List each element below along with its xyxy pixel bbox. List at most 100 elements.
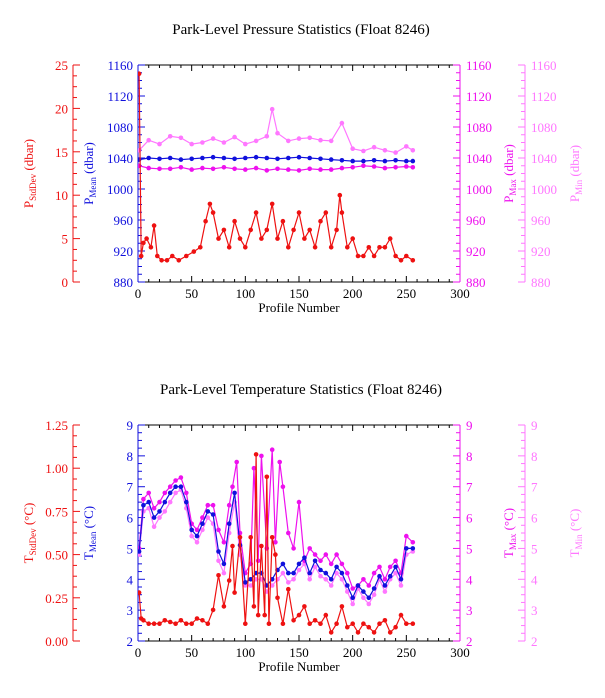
min-point — [167, 499, 173, 505]
min-point — [173, 490, 178, 496]
max-point — [387, 564, 393, 570]
chart-title: Park-Level Pressure Statistics (Float 82… — [172, 22, 429, 38]
max-point — [382, 165, 388, 171]
mean-point — [232, 490, 237, 496]
stddev-point — [248, 535, 253, 540]
chart-title: Park-Level Temperature Statistics (Float… — [160, 382, 442, 398]
stddev-axis-label: TStdDev (°C) — [21, 503, 38, 564]
max-tick-label: 3 — [466, 603, 473, 618]
stddev-point — [382, 618, 388, 623]
stddev-point — [226, 245, 232, 250]
max-point — [216, 527, 221, 533]
min-tick-label: 4 — [531, 572, 538, 587]
max-point — [410, 165, 416, 170]
max-point — [210, 502, 216, 508]
x-tick-label: 100 — [236, 286, 256, 301]
stddev-point — [307, 227, 313, 233]
stddev-point — [216, 236, 221, 241]
max-point — [243, 167, 248, 172]
min-axis-label-main: P — [567, 195, 582, 202]
mean-tick-label: 1120 — [107, 89, 133, 104]
max-point — [230, 484, 235, 490]
stddev-point — [266, 621, 272, 626]
min-point — [339, 577, 345, 582]
mean-axis-label: TMean (°C) — [81, 506, 98, 560]
stddev-point — [255, 612, 261, 618]
stddev-point — [264, 474, 270, 480]
max-point — [286, 530, 291, 536]
max-point — [151, 506, 157, 511]
stddev-point — [148, 245, 154, 250]
max-point — [334, 552, 339, 557]
mean-point — [371, 158, 377, 163]
max-point — [157, 499, 162, 505]
stddev-tick-label: 0.50 — [45, 548, 68, 563]
mean-tick-label: 4 — [127, 572, 134, 587]
stddev-point — [323, 210, 329, 215]
max-point — [146, 490, 151, 496]
stddev-point — [350, 621, 356, 626]
mean-point — [248, 577, 253, 582]
max-point — [221, 165, 227, 170]
mean-point — [232, 156, 237, 162]
mean-point — [286, 570, 291, 576]
mean-point — [382, 583, 388, 588]
mean-point — [286, 155, 291, 161]
min-point — [371, 592, 377, 597]
stddev-point — [296, 210, 302, 215]
min-point — [200, 140, 205, 145]
max-point — [307, 166, 313, 172]
stddev-point — [328, 630, 334, 635]
stddev-point — [170, 253, 175, 259]
min-axis-label: TMin (°C) — [567, 509, 584, 558]
pressure-panel: Park-Level Pressure Statistics (Float 82… — [21, 22, 584, 315]
min-point — [157, 141, 162, 147]
max-point — [141, 496, 146, 502]
stddev-point — [243, 245, 248, 250]
mean-point — [393, 564, 398, 570]
min-tick-label: 960 — [531, 213, 551, 228]
stddev-point — [200, 618, 205, 623]
min-point — [361, 148, 366, 154]
mean-tick-label: 880 — [114, 275, 134, 290]
x-tick-label: 300 — [450, 645, 470, 660]
max-point — [393, 165, 398, 170]
stddev-point — [210, 607, 216, 613]
stddev-point — [382, 245, 388, 250]
mean-point — [361, 589, 366, 594]
mean-point — [350, 158, 356, 164]
stddev-point — [221, 604, 227, 609]
mean-point — [243, 155, 248, 161]
min-point — [318, 137, 323, 143]
mean-point — [307, 570, 313, 576]
max-point — [307, 546, 313, 551]
stddev-axis-label-unit: (dbar) — [21, 139, 36, 174]
max-point — [232, 166, 237, 172]
max-point — [410, 540, 416, 545]
mean-tick-label: 1080 — [107, 120, 133, 135]
min-tick-label: 1040 — [531, 151, 557, 166]
stddev-axis-label-sub: StdDev — [28, 528, 38, 556]
stddev-point — [334, 621, 339, 626]
stddev-point — [237, 236, 243, 241]
min-point — [361, 595, 366, 601]
mean-point — [291, 570, 296, 576]
min-tick-label: 7 — [531, 480, 538, 495]
mean-point — [178, 484, 184, 490]
min-point — [393, 150, 398, 155]
stddev-point — [269, 535, 275, 540]
stddev-point — [262, 612, 268, 618]
mean-point — [328, 157, 334, 162]
stddev-axis-label-sub: StdDev — [28, 173, 38, 201]
stddev-point — [410, 258, 416, 263]
min-point — [200, 527, 205, 533]
min-point — [323, 577, 329, 582]
max-point — [296, 168, 302, 173]
stddev-tick-label: 1.25 — [45, 418, 68, 433]
min-axis-label-unit: (dbar) — [567, 145, 582, 180]
x-tick-label: 100 — [236, 645, 256, 660]
stddev-point — [226, 578, 232, 583]
stddev-point — [248, 227, 253, 233]
mean-point — [173, 484, 178, 490]
stddev-point — [275, 236, 280, 241]
